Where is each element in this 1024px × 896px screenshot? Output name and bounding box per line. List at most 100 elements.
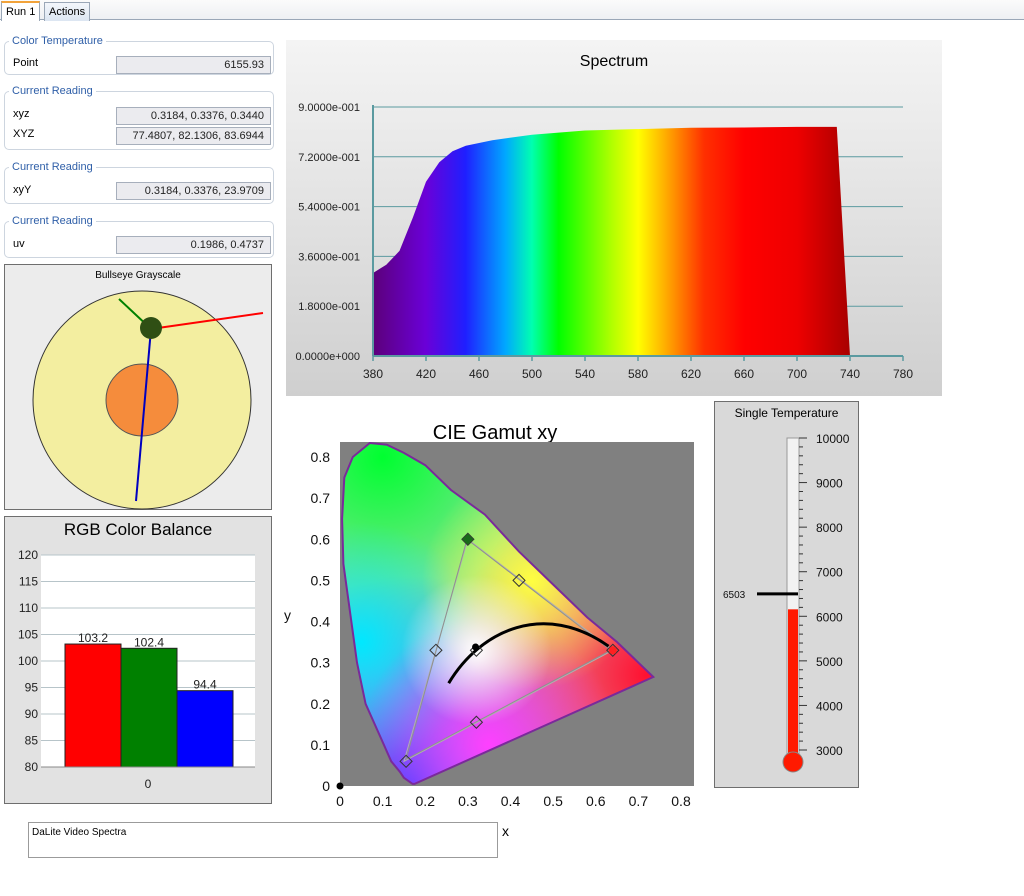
x-tick-label: 0.7 bbox=[629, 793, 649, 809]
y-tick-label: 0.0000e+000 bbox=[295, 351, 360, 363]
y-tick-label: 0 bbox=[322, 778, 330, 794]
white-measured-point bbox=[472, 643, 480, 651]
target-marker bbox=[606, 643, 620, 657]
group-title: Current Reading bbox=[9, 85, 96, 97]
group-title: Current Reading bbox=[9, 161, 96, 173]
y-tick-label: 120 bbox=[18, 548, 38, 562]
blue-error-line bbox=[135, 328, 152, 502]
xyY-value: 0.3184, 0.3376, 23.9709 bbox=[116, 182, 271, 200]
x-tick-label: 0.2 bbox=[416, 793, 436, 809]
red-error-line bbox=[150, 312, 264, 330]
xyY-label: xyY bbox=[13, 184, 32, 196]
point-value: 6155.93 bbox=[116, 56, 271, 74]
x-tick-label: 740 bbox=[840, 367, 860, 381]
bullseye-graphic bbox=[32, 290, 264, 510]
bullseye-title: Bullseye Grayscale bbox=[95, 270, 181, 281]
y-tick-label: 105 bbox=[18, 628, 38, 642]
uv-value: 0.1986, 0.4737 bbox=[116, 236, 271, 254]
thermometer-tick-label: 5000 bbox=[816, 655, 843, 669]
y-tick-label: 0.4 bbox=[311, 614, 331, 630]
point-label: Point bbox=[13, 57, 39, 69]
uv-label: uv bbox=[13, 238, 25, 250]
spectrum-panel: Spectrum 0.0000e+000 1.8000e-001 3.6000e-0… bbox=[286, 40, 942, 396]
y-axis-label: y bbox=[284, 607, 291, 623]
current-reading-uv-group: Current Reading uv 0.1986, 0.4737 bbox=[4, 215, 274, 258]
x-tick-label: 700 bbox=[787, 367, 807, 381]
thermometer-tick-label: 8000 bbox=[816, 521, 843, 535]
XYZ-value: 77.4807, 82.1306, 83.6944 bbox=[116, 127, 271, 145]
spectrum-area bbox=[373, 126, 850, 357]
y-tick-label: 0.6 bbox=[311, 531, 331, 547]
red-measured-point bbox=[608, 646, 617, 655]
rgb-bar bbox=[120, 647, 178, 768]
spectral-locus bbox=[341, 441, 656, 785]
target-marker bbox=[469, 715, 484, 729]
y-tick-label: 3.6000e-001 bbox=[298, 251, 360, 263]
thermometer-tick-label: 9000 bbox=[816, 477, 843, 491]
x-tick-label: 540 bbox=[575, 367, 595, 381]
x-tick-label: 0.4 bbox=[501, 793, 521, 809]
cie-gamut-panel: CIE Gamut xy 0 0.1 0.2 0.3 0.4 0.5 0.6 0.7 0.8 0 0… bbox=[280, 418, 710, 848]
thermometer-tick-label: 6000 bbox=[816, 610, 843, 624]
current-reading-xyz-group: Current Reading xyz 0.3184, 0.3376, 0.34… bbox=[4, 85, 274, 150]
x-tick-label: 780 bbox=[893, 367, 913, 381]
y-tick-label: 0.1 bbox=[311, 737, 331, 753]
y-tick-label: 110 bbox=[19, 601, 38, 615]
xyz-label: xyz bbox=[13, 108, 30, 120]
group-title: Current Reading bbox=[9, 215, 96, 227]
thermometer-tick-label: 10000 bbox=[816, 432, 850, 446]
thermometer-tick-label: 7000 bbox=[816, 566, 843, 580]
rgb-balance-chart: 80 85 90 95 100 105 110 115 120 103.2 102.4 94.4 0 bbox=[18, 548, 255, 791]
x-tick-label: 660 bbox=[734, 367, 754, 381]
target-temperature-label: 6503 bbox=[723, 590, 746, 601]
y-tick-label: 0.2 bbox=[311, 696, 331, 712]
y-tick-label: 0.7 bbox=[311, 490, 331, 506]
spectrum-chart: 0.0000e+000 1.8000e-001 3.6000e-001 5.4000e… bbox=[295, 102, 913, 381]
target-marker bbox=[512, 573, 526, 588]
category-label: 0 bbox=[145, 777, 152, 791]
notes-text-box[interactable]: DaLite Video Spectra bbox=[28, 822, 498, 858]
y-tick-label: 9.0000e-001 bbox=[298, 102, 360, 114]
bar-value-label: 103.2 bbox=[78, 631, 108, 645]
thermometer-gauge: 10000 9000 8000 7000 6000 5000 4000 3000 6503 bbox=[723, 432, 850, 773]
origin-point bbox=[336, 782, 344, 790]
y-tick-label: 1.8000e-001 bbox=[298, 301, 360, 313]
x-tick-label: 380 bbox=[363, 367, 383, 381]
cie-x-axis-label: x bbox=[502, 823, 509, 839]
spectrum-title: Spectrum bbox=[579, 53, 649, 70]
y-tick-label: 95 bbox=[25, 681, 39, 695]
rgb-balance-title: RGB Color Balance bbox=[63, 520, 213, 539]
x-tick-label: 0.3 bbox=[458, 793, 478, 809]
y-tick-label: 5.4000e-001 bbox=[298, 202, 360, 214]
tab-actions[interactable]: Actions bbox=[44, 2, 91, 21]
y-tick-label: 85 bbox=[25, 734, 39, 748]
rgb-color-balance-panel: RGB Color Balance 80 85 90 95 100 105 110 115 12… bbox=[4, 516, 272, 804]
cie-chart: 0 0.1 0.2 0.3 0.4 0.5 0.6 0.7 0.8 0 0.1 0.2 0.3 0.4 0.… bbox=[284, 441, 694, 809]
x-tick-label: 0.5 bbox=[543, 793, 563, 809]
bar-value-label: 102.4 bbox=[134, 635, 164, 649]
tab-strip: Run 1 Actions bbox=[0, 0, 1024, 21]
y-tick-label: 80 bbox=[25, 760, 39, 774]
y-tick-label: 7.2000e-001 bbox=[298, 152, 360, 164]
target-marker bbox=[461, 532, 475, 546]
thermometer-fill bbox=[788, 609, 798, 760]
thermometer-title: Single Temperature bbox=[734, 406, 839, 420]
xyz-value: 0.3184, 0.3376, 0.3440 bbox=[116, 107, 271, 125]
tab-run-1[interactable]: Run 1 bbox=[1, 1, 41, 21]
y-tick-label: 90 bbox=[25, 707, 39, 721]
x-tick-label: 580 bbox=[628, 367, 648, 381]
blackbody-curve bbox=[447, 622, 610, 684]
bullseye-target-marker bbox=[140, 317, 162, 339]
bar-value-label: 94.4 bbox=[193, 678, 217, 692]
rgb-bar bbox=[176, 690, 234, 768]
x-tick-label: 500 bbox=[522, 367, 542, 381]
y-tick-label: 0.3 bbox=[311, 655, 331, 671]
single-temperature-panel: Single Temperature 10000 9000 8000 7000 6000… bbox=[714, 401, 859, 788]
x-tick-label: 0.1 bbox=[373, 793, 393, 809]
current-reading-xyY-group: Current Reading xyY 0.3184, 0.3376, 23.9… bbox=[4, 161, 274, 204]
cie-title: CIE Gamut xy bbox=[432, 422, 558, 444]
thermometer-tick-label: 4000 bbox=[816, 699, 843, 713]
x-tick-label: 0.8 bbox=[671, 793, 691, 809]
x-tick-label: 0 bbox=[336, 793, 344, 809]
y-tick-label: 0.5 bbox=[311, 572, 331, 588]
